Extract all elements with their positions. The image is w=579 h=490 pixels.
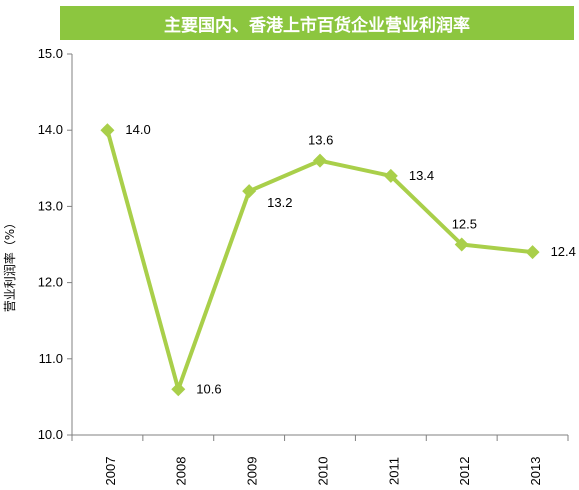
x-axis-ticks: 2007 2008 2009 2010 2011 2012 2013 — [71, 435, 569, 486]
series-group — [100, 123, 540, 397]
data-point-marker — [383, 168, 398, 183]
x-tick-label: 2012 — [457, 457, 472, 486]
y-tick-label: 10.0 — [38, 427, 63, 442]
data-point-marker — [454, 237, 469, 252]
axes — [71, 54, 568, 436]
data-label: 12.5 — [452, 217, 477, 232]
chart-title: 主要国内、香港上市百货企业营业利润率 — [60, 6, 574, 40]
data-label: 13.2 — [267, 195, 292, 210]
x-tick-label: 2011 — [386, 457, 401, 485]
data-label: 13.6 — [308, 133, 333, 148]
data-point-marker — [313, 153, 327, 168]
data-point-marker — [525, 245, 540, 260]
series-line — [105, 129, 533, 392]
x-tick-label: 2010 — [315, 457, 330, 486]
x-tick-label: 2009 — [245, 457, 260, 486]
y-tick-label: 14.0 — [38, 122, 63, 137]
y-tick-label: 11.0 — [39, 351, 63, 366]
data-point-marker — [100, 123, 115, 138]
data-label: 13.4 — [409, 168, 434, 183]
data-point-marker — [242, 184, 257, 199]
y-tick-label: 15.0 — [38, 46, 63, 61]
y-axis-label: 营业利润率（%） — [2, 217, 17, 312]
y-tick-label: 13.0 — [38, 198, 63, 213]
x-tick-label: 2008 — [174, 457, 189, 486]
y-axis-ticks: 10.0 11.0 12.0 13.0 14.0 15.0 — [38, 46, 72, 442]
data-label: 14.0 — [125, 122, 150, 137]
x-tick-label: 2007 — [103, 457, 118, 486]
data-point-marker — [171, 382, 186, 397]
x-tick-label: 2013 — [528, 457, 543, 486]
data-label: 10.6 — [196, 381, 221, 396]
y-tick-label: 12.0 — [38, 275, 63, 290]
data-labels: 14.0 10.6 13.2 13.6 13.4 12.5 12.4 — [125, 122, 575, 396]
data-label: 12.4 — [551, 244, 576, 259]
